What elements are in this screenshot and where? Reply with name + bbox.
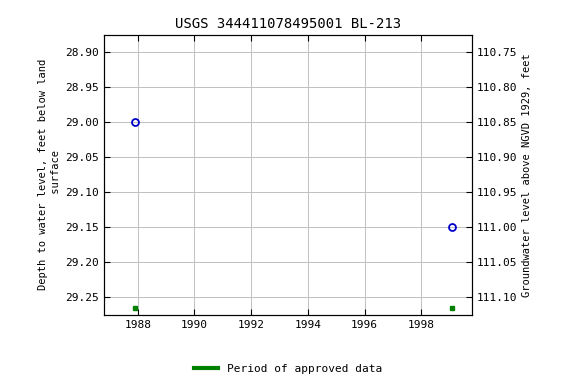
Legend: Period of approved data: Period of approved data	[190, 359, 386, 379]
Y-axis label: Groundwater level above NGVD 1929, feet: Groundwater level above NGVD 1929, feet	[522, 53, 532, 296]
Title: USGS 344411078495001 BL-213: USGS 344411078495001 BL-213	[175, 17, 401, 31]
Y-axis label: Depth to water level, feet below land
 surface: Depth to water level, feet below land su…	[37, 59, 61, 290]
